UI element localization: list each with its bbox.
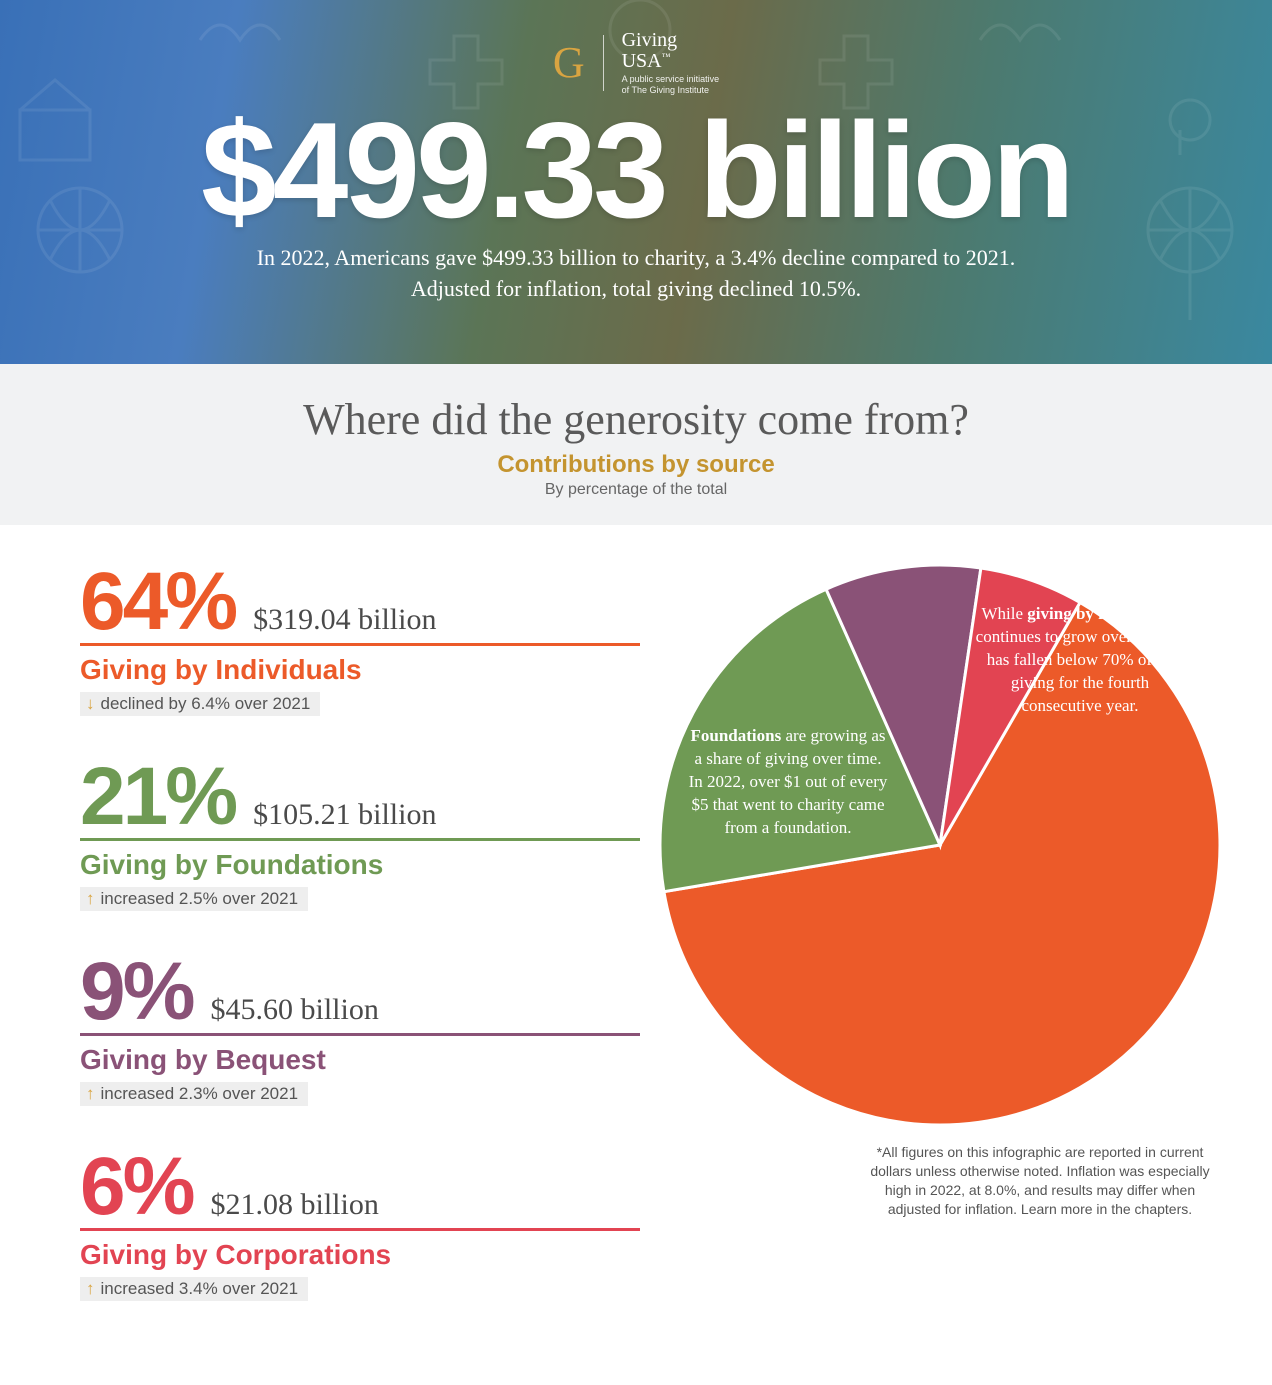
brand-logo: G Giving USA™ A public service initiativ… (60, 30, 1212, 96)
section-title: Where did the generosity come from? (20, 394, 1252, 445)
stat-change: ↑ increased 2.5% over 2021 (80, 887, 308, 911)
stat-percent: 21% (80, 760, 235, 834)
stats-column: 64% $319.04 billion Giving by Individuals ↓… (80, 565, 640, 1344)
stat-block: 64% $319.04 billion Giving by Individuals ↓… (80, 565, 640, 716)
stat-change-text: declined by 6.4% over 2021 (101, 694, 311, 714)
brand-name-1: Giving (622, 29, 678, 51)
section-caption: By percentage of the total (20, 481, 1252, 499)
stat-percent: 9% (80, 955, 193, 1029)
hero-headline: $499.33 billion (60, 106, 1212, 235)
stat-name: Giving by Individuals (80, 654, 640, 686)
stat-percent: 6% (80, 1150, 193, 1224)
pie-annotation-foundations: Foundations are growing as a share of gi… (688, 725, 888, 840)
stat-change-text: increased 3.4% over 2021 (101, 1279, 299, 1299)
content-row: 64% $319.04 billion Giving by Individuals ↓… (0, 525, 1272, 1384)
stat-block: 9% $45.60 billion Giving by Bequest ↑ increa… (80, 955, 640, 1106)
section-header: Where did the generosity come from? Cont… (0, 364, 1272, 525)
brand-text: Giving USA™ A public service initiative … (622, 30, 720, 96)
stat-change: ↑ increased 2.3% over 2021 (80, 1082, 308, 1106)
brand-divider (603, 35, 604, 91)
arrow-up-icon: ↑ (86, 1084, 95, 1104)
pie-annotation-individuals: While giving by individuals continues to… (970, 603, 1190, 718)
stat-change: ↓ declined by 6.4% over 2021 (80, 692, 320, 716)
stat-change-text: increased 2.5% over 2021 (101, 889, 299, 909)
stat-name: Giving by Bequest (80, 1044, 640, 1076)
chart-column: While giving by individuals continues to… (660, 565, 1220, 1344)
footnote: *All figures on this infographic are rep… (860, 1143, 1220, 1219)
arrow-up-icon: ↑ (86, 1279, 95, 1299)
brand-letter: G (553, 41, 585, 85)
brand-name-2: USA (622, 50, 662, 72)
stat-amount: $45.60 billion (211, 993, 379, 1027)
brand-tm: ™ (662, 51, 671, 61)
stat-amount: $21.08 billion (211, 1188, 379, 1222)
stat-block: 6% $21.08 billion Giving by Corporations ↑ i… (80, 1150, 640, 1301)
stat-block: 21% $105.21 billion Giving by Foundations ↑… (80, 760, 640, 911)
stat-amount: $105.21 billion (253, 798, 436, 832)
stat-change-text: increased 2.3% over 2021 (101, 1084, 299, 1104)
stat-change: ↑ increased 3.4% over 2021 (80, 1277, 308, 1301)
pie-chart: While giving by individuals continues to… (660, 565, 1220, 1125)
stat-amount: $319.04 billion (253, 603, 436, 637)
stat-name: Giving by Corporations (80, 1239, 640, 1271)
hero-description: In 2022, Americans gave $499.33 billion … (226, 243, 1046, 305)
section-subtitle: Contributions by source (20, 451, 1252, 479)
arrow-up-icon: ↑ (86, 889, 95, 909)
hero-banner: G Giving USA™ A public service initiativ… (0, 0, 1272, 364)
arrow-down-icon: ↓ (86, 694, 95, 714)
brand-tagline-1: A public service initiative (622, 74, 720, 84)
stat-name: Giving by Foundations (80, 849, 640, 881)
stat-percent: 64% (80, 565, 235, 639)
